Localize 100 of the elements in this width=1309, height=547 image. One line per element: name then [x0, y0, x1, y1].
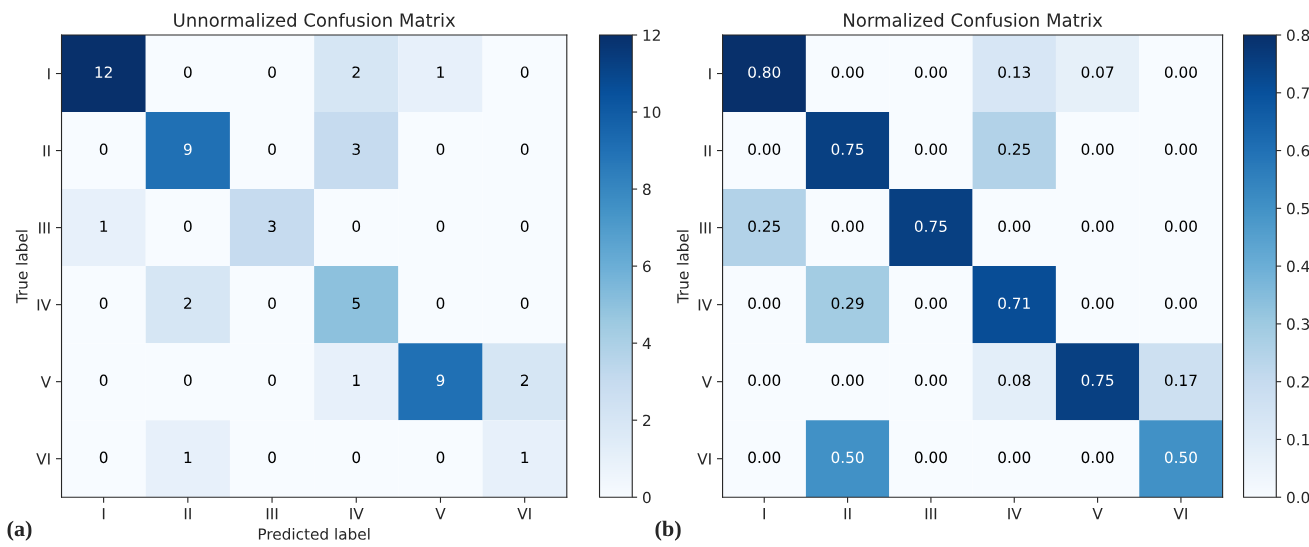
data-label: 0 [99, 297, 108, 310]
x-tick-label: V [435, 508, 446, 520]
y-tick-label: III [700, 222, 711, 234]
y-tick-label: III [39, 222, 50, 234]
data-label: 0.75 [914, 220, 947, 233]
y-tick-label: V [40, 376, 51, 388]
data-label: 0.75 [1081, 374, 1114, 387]
x-tick-label: IV [350, 508, 364, 520]
x-axis-title: Predicted label [258, 527, 370, 540]
text: (a) [7, 520, 32, 541]
color-bar-label: 0.6 [1287, 145, 1309, 157]
data-label: 3 [352, 143, 360, 155]
data-label: 0.00 [1164, 143, 1197, 155]
data-label: 0.50 [831, 451, 864, 464]
data-label: 0.00 [831, 374, 864, 387]
data-label: 0 [436, 297, 445, 310]
y-tick-label: II [43, 145, 50, 157]
data-label: 0 [268, 143, 276, 155]
data-label: 2 [352, 66, 360, 78]
data-label: 0.71 [998, 297, 1030, 310]
data-label: 2 [184, 297, 192, 309]
color-bar-label: 6 [643, 260, 651, 273]
data-label: 1 [353, 374, 360, 386]
color-bar-label: 4 [642, 337, 651, 349]
data-label: 0.00 [748, 374, 781, 387]
color-bar-label: 12 [643, 29, 660, 41]
data-label: 0 [268, 374, 276, 387]
color-bar-label: 0.4 [1287, 260, 1309, 273]
x-tick-label: VI [1173, 508, 1187, 520]
data-label: 0 [352, 220, 361, 233]
x-tick-label: V [1092, 508, 1103, 520]
color-bar-label: 0.1 [1287, 433, 1309, 446]
data-label: 0 [183, 66, 192, 78]
color-bar-label: 0.0 [1287, 491, 1309, 504]
x-tick-label: IV [1008, 508, 1022, 520]
data-label: 0.00 [831, 66, 864, 78]
x-tick-label: II [844, 508, 851, 520]
y-axis-title: True label [676, 230, 689, 304]
chart-title: Normalized Confusion Matrix [844, 12, 1103, 27]
y-tick-label: IV [698, 299, 713, 311]
data-label: 0 [99, 374, 108, 387]
x-tick-label: VI [517, 508, 531, 520]
color-bar-label: 0 [642, 491, 651, 504]
data-label: 0 [99, 451, 108, 464]
x-tick-label: III [266, 508, 278, 520]
data-label: 0 [520, 66, 529, 78]
data-label: 5 [352, 297, 360, 310]
data-label: 0 [183, 374, 192, 387]
color-bar-label: 10 [643, 106, 661, 119]
data-label: 0.13 [998, 66, 1031, 78]
y-tick-label: I [48, 68, 50, 80]
y-axis-title: True label [15, 230, 28, 304]
data-label: 0 [99, 143, 108, 155]
data-label: 0.00 [998, 220, 1031, 233]
text: (b) [655, 520, 681, 541]
data-label: 0.29 [831, 297, 864, 310]
color-bar-label: 0.3 [1287, 318, 1309, 330]
x-tick-label: II [184, 508, 191, 520]
data-label: 0.75 [831, 143, 864, 155]
data-label: 0.00 [998, 451, 1031, 464]
data-label: 0.00 [1081, 143, 1114, 155]
data-label: 0 [436, 451, 445, 464]
data-label: 0.00 [914, 297, 947, 310]
data-label: 0 [352, 451, 361, 464]
data-label: 0 [436, 220, 445, 233]
x-tick-label: I [102, 508, 105, 520]
data-label: 0.00 [1164, 297, 1197, 310]
data-label: 0.00 [1081, 297, 1114, 310]
data-label: 0 [436, 143, 445, 155]
y-tick-label: VI [36, 453, 50, 465]
chart-title: Unnormalized Confusion Matrix [174, 12, 456, 27]
data-label: 9 [183, 143, 192, 155]
data-label: 0.17 [1164, 374, 1197, 387]
y-tick-label: VI [697, 453, 711, 465]
data-label: 12 [95, 66, 112, 78]
data-label: 1 [521, 451, 529, 463]
color-bar-label: 0.7 [1287, 87, 1309, 99]
color-bar-label: 2 [643, 414, 651, 426]
x-tick-label: III [925, 508, 937, 520]
y-tick-label: IV [37, 299, 51, 311]
data-label: 0.00 [831, 220, 864, 233]
data-label: 2 [520, 374, 529, 386]
data-label: 1 [100, 220, 108, 232]
data-label: 0.07 [1081, 66, 1114, 78]
data-label: 3 [268, 220, 276, 233]
data-label: 0.50 [1164, 451, 1197, 464]
data-label: 0.25 [748, 220, 780, 233]
color-bar-label: 8 [643, 183, 651, 196]
data-label: 0 [268, 451, 276, 464]
y-tick-label: I [709, 68, 711, 80]
data-label: 0 [520, 297, 529, 310]
data-label: 0.00 [914, 451, 947, 464]
color-bar-label: 0.8 [1287, 29, 1309, 42]
color-bar-label: 0.2 [1287, 376, 1309, 388]
data-label: 0.00 [1081, 451, 1114, 464]
x-tick-label: I [763, 508, 765, 520]
data-label: 0 [268, 297, 276, 310]
data-label: 0 [268, 66, 276, 78]
data-label: 0 [520, 220, 529, 233]
data-label: 0.00 [748, 297, 781, 310]
